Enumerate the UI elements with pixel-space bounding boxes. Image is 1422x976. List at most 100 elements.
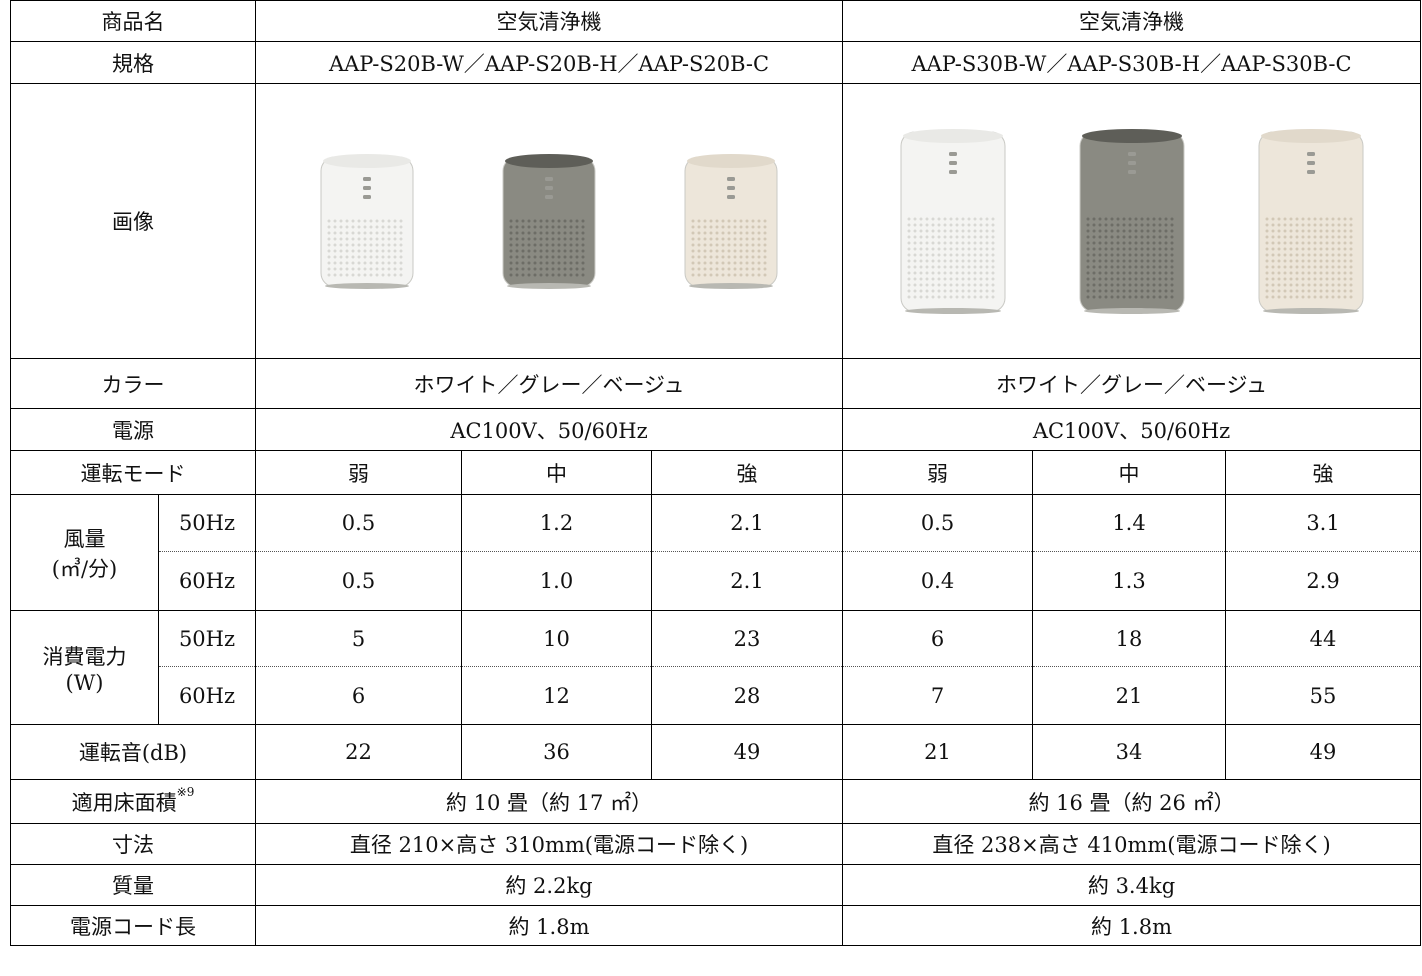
airflow-a60-low: 0.5 — [255, 551, 462, 611]
floor-b: 約 16 畳（約 26 ㎡） — [842, 779, 1422, 824]
product-name-label: 商品名 — [10, 0, 256, 42]
airflow-hz50: 50Hz — [158, 494, 256, 552]
image-cell-b — [842, 83, 1422, 359]
air-purifier-white-image — [900, 129, 1006, 314]
airflow-label-text: 風量 — [63, 526, 106, 551]
floor-label: 適用床面積※9 — [10, 779, 256, 824]
row-product-name: 商品名 空気清浄機 空気清浄機 — [10, 0, 1422, 42]
consumption-a60-low: 6 — [255, 666, 462, 725]
row-floor-area: 適用床面積※9 約 10 畳（約 17 ㎡） 約 16 畳（約 26 ㎡） — [10, 779, 1422, 824]
consumption-b60-mid: 21 — [1032, 666, 1227, 725]
row-consumption-60: 60Hz 6 12 28 7 21 55 — [11, 666, 1422, 725]
spec-label: 規格 — [10, 41, 256, 84]
noise-a-high: 49 — [650, 724, 844, 780]
purifier-images-b — [844, 126, 1420, 316]
mode-b-high: 強 — [1225, 450, 1422, 495]
weight-label: 質量 — [10, 864, 256, 906]
airflow-b60-mid: 1.3 — [1032, 551, 1227, 611]
mode-label: 運転モード — [10, 450, 256, 495]
mode-a-mid: 中 — [461, 450, 652, 495]
airflow-b50-low: 0.5 — [842, 494, 1034, 552]
consumption-a50-mid: 10 — [461, 610, 652, 667]
row-noise: 運転音(dB) 22 36 49 21 34 49 — [10, 724, 1422, 780]
consumption-b50-high: 44 — [1225, 610, 1422, 667]
row-weight: 質量 約 2.2kg 約 3.4kg — [10, 864, 1422, 906]
row-airflow-60: 60Hz 0.5 1.0 2.1 0.4 1.3 2.9 — [11, 551, 1422, 611]
size-a: 直径 210×高さ 310mm(電源コード除く) — [254, 823, 844, 865]
consumption-b50-low: 6 — [842, 610, 1034, 667]
noise-b-low: 21 — [842, 724, 1034, 780]
consumption-label: 消費電力 (W) — [10, 610, 159, 725]
airflow-label: 風量 (㎥/分) — [10, 494, 159, 611]
airflow-a60-high: 2.1 — [650, 551, 844, 611]
row-mode: 運転モード 弱 中 強 弱 中 強 — [10, 450, 1422, 495]
consumption-a60-high: 28 — [650, 666, 844, 725]
consumption-a50-low: 5 — [255, 610, 462, 667]
consumption-a50-high: 23 — [650, 610, 844, 667]
row-spec: 規格 AAP-S20B-W／AAP-S20B-H／AAP-S20B-C AAP-… — [10, 41, 1422, 84]
weight-b: 約 3.4kg — [842, 864, 1422, 906]
mode-b-mid: 中 — [1032, 450, 1227, 495]
mode-a-high: 強 — [650, 450, 844, 495]
color-label: カラー — [10, 358, 256, 409]
airflow-a50-mid: 1.2 — [461, 494, 652, 552]
consumption-b50-mid: 18 — [1032, 610, 1227, 667]
cord-b: 約 1.8m — [842, 905, 1422, 946]
cord-label: 電源コード長 — [10, 905, 256, 946]
consumption-hz50: 50Hz — [158, 610, 256, 667]
spec-table: 商品名 空気清浄機 空気清浄機 規格 AAP-S20B-W／AAP-S20B-H… — [10, 0, 1422, 946]
power-label: 電源 — [10, 408, 256, 451]
mode-a-low: 弱 — [255, 450, 462, 495]
product-name-b: 空気清浄機 — [842, 0, 1422, 42]
consumption-unit: (W) — [65, 670, 104, 695]
product-name-a: 空気清浄機 — [254, 0, 844, 42]
consumption-label-text: 消費電力 — [42, 644, 127, 669]
cord-a: 約 1.8m — [254, 905, 844, 946]
row-color: カラー ホワイト／グレー／ベージュ ホワイト／グレー／ベージュ — [10, 358, 1422, 409]
consumption-hz60: 60Hz — [158, 666, 256, 725]
noise-label: 運転音(dB) — [10, 724, 256, 780]
airflow-b50-mid: 1.4 — [1032, 494, 1227, 552]
airflow-unit: (㎥/分) — [51, 556, 118, 581]
row-consumption-50: 消費電力 (W) 50Hz 5 10 23 6 18 44 — [10, 610, 1422, 725]
consumption-b60-low: 7 — [842, 666, 1034, 725]
noise-a-low: 22 — [255, 724, 462, 780]
size-b: 直径 238×高さ 410mm(電源コード除く) — [842, 823, 1422, 865]
weight-a: 約 2.2kg — [254, 864, 844, 906]
air-purifier-gray-image — [502, 154, 596, 289]
row-image: 画像 — [10, 83, 1422, 359]
airflow-hz60: 60Hz — [158, 551, 256, 611]
purifier-images-a — [257, 151, 842, 291]
airflow-a50-high: 2.1 — [650, 494, 844, 552]
air-purifier-beige-image — [1258, 129, 1364, 314]
row-cord: 電源コード長 約 1.8m 約 1.8m — [10, 905, 1422, 946]
color-b: ホワイト／グレー／ベージュ — [842, 358, 1422, 409]
noise-a-mid: 36 — [461, 724, 652, 780]
image-cell-a — [254, 83, 844, 359]
color-a: ホワイト／グレー／ベージュ — [254, 358, 844, 409]
row-size: 寸法 直径 210×高さ 310mm(電源コード除く) 直径 238×高さ 41… — [10, 823, 1422, 865]
spec-b: AAP-S30B-W／AAP-S30B-H／AAP-S30B-C — [842, 41, 1422, 84]
row-power: 電源 AC100V、50/60Hz AC100V、50/60Hz — [10, 408, 1422, 451]
consumption-b60-high: 55 — [1225, 666, 1422, 725]
noise-b-high: 49 — [1225, 724, 1422, 780]
spec-a: AAP-S20B-W／AAP-S20B-H／AAP-S20B-C — [254, 41, 844, 84]
airflow-b60-high: 2.9 — [1225, 551, 1422, 611]
power-a: AC100V、50/60Hz — [254, 408, 844, 451]
floor-note: ※9 — [176, 784, 195, 799]
row-airflow-50: 風量 (㎥/分) 50Hz 0.5 1.2 2.1 0.5 1.4 3.1 — [10, 494, 1422, 611]
consumption-a60-mid: 12 — [461, 666, 652, 725]
image-label: 画像 — [10, 83, 256, 359]
size-label: 寸法 — [10, 823, 256, 865]
floor-a: 約 10 畳（約 17 ㎡） — [254, 779, 844, 824]
airflow-a50-low: 0.5 — [255, 494, 462, 552]
airflow-a60-mid: 1.0 — [461, 551, 652, 611]
airflow-b50-high: 3.1 — [1225, 494, 1422, 552]
mode-b-low: 弱 — [842, 450, 1034, 495]
air-purifier-white-image — [320, 154, 414, 289]
power-b: AC100V、50/60Hz — [842, 408, 1422, 451]
air-purifier-beige-image — [684, 154, 778, 289]
airflow-b60-low: 0.4 — [842, 551, 1034, 611]
floor-label-text: 適用床面積 — [71, 790, 177, 815]
noise-b-mid: 34 — [1032, 724, 1227, 780]
